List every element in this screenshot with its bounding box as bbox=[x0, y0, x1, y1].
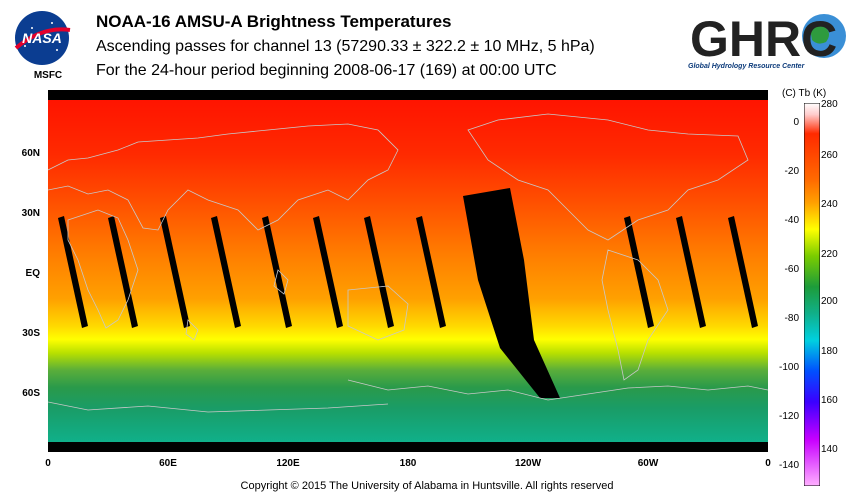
copyright-notice: Copyright © 2015 The University of Alaba… bbox=[240, 480, 614, 492]
chart-title: NOAA-16 AMSU-A Brightness Temperatures bbox=[96, 12, 452, 31]
colorbar-k-tick: 140 bbox=[821, 444, 838, 455]
colorbar-k-tick: 240 bbox=[821, 199, 838, 210]
lat-label-eq: EQ bbox=[25, 268, 40, 279]
svg-text:NASA: NASA bbox=[22, 30, 62, 46]
colorbar-c-tick: -40 bbox=[784, 215, 799, 226]
lat-label-30s: 30S bbox=[22, 328, 40, 339]
colorbar-c-tick: -60 bbox=[784, 264, 799, 275]
colorbar-k-tick: 180 bbox=[821, 346, 838, 357]
chart-subtitle: Ascending passes for channel 13 (57290.3… bbox=[96, 38, 595, 55]
msfc-label: MSFC bbox=[33, 70, 63, 81]
svg-text:GHRC: GHRC bbox=[690, 11, 837, 64]
lon-label-180: 180 bbox=[399, 458, 417, 469]
colorbar-k-tick: 280 bbox=[821, 99, 838, 110]
colorbar-k-tick: 200 bbox=[821, 296, 838, 307]
colorbar-unit-label: (C) Tb (K) bbox=[782, 88, 827, 99]
colorbar-c-tick: -140 bbox=[778, 460, 799, 471]
colorbar-c-tick: -20 bbox=[784, 166, 799, 177]
nasa-logo: NASA bbox=[10, 8, 74, 68]
lon-label-0-left: 0 bbox=[45, 458, 51, 469]
colorbar-c-tick: 0 bbox=[793, 117, 799, 128]
colorbar-k-tick: 260 bbox=[821, 150, 838, 161]
lat-label-30n: 30N bbox=[21, 208, 40, 219]
orbit-gaps bbox=[58, 188, 758, 398]
lon-label-120w: 120W bbox=[514, 458, 542, 469]
colorbar-k-tick: 220 bbox=[821, 249, 838, 260]
ghrc-full-name: Global Hydrology Resource Center bbox=[688, 63, 805, 70]
coastlines bbox=[47, 113, 769, 413]
colorbar-c-tick: -120 bbox=[778, 411, 799, 422]
lat-label-60s: 60S bbox=[22, 388, 40, 399]
brightness-temperature-map bbox=[47, 90, 769, 452]
chart-period: For the 24-hour period beginning 2008-06… bbox=[96, 62, 557, 79]
ghrc-logo: GHRC bbox=[688, 8, 848, 67]
colorbar-c-tick: -80 bbox=[784, 313, 799, 324]
lat-label-60n: 60N bbox=[21, 148, 40, 159]
lon-label-60e: 60E bbox=[159, 458, 177, 469]
colorbar bbox=[803, 102, 821, 487]
colorbar-c-tick: -100 bbox=[778, 362, 799, 373]
colorbar-k-tick: 160 bbox=[821, 395, 838, 406]
lon-label-60w: 60W bbox=[637, 458, 659, 469]
lon-label-120e: 120E bbox=[276, 458, 300, 469]
lon-label-0-right: 0 bbox=[765, 458, 771, 469]
